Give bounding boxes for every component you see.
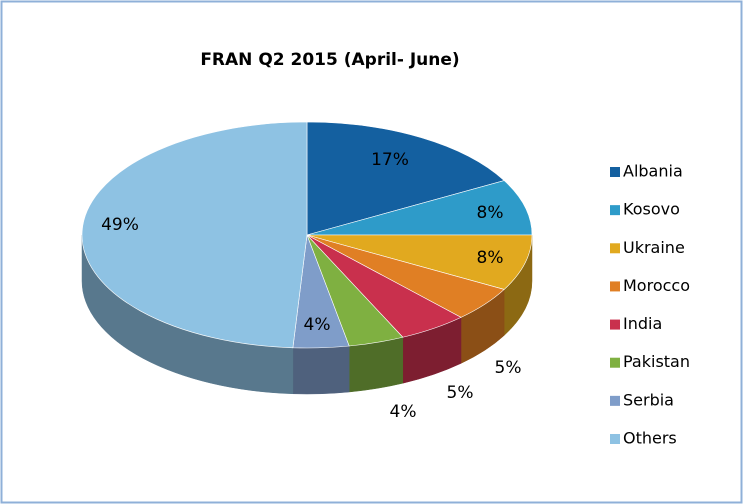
- data-label: 49%: [101, 215, 139, 235]
- legend-swatch: [610, 281, 620, 292]
- slice: [306, 121, 505, 236]
- slice: [81, 121, 308, 349]
- legend-swatch: [610, 243, 620, 254]
- legend-swatch: [610, 167, 620, 177]
- legend-label: Others: [623, 429, 677, 448]
- legend-label: Morocco: [623, 276, 690, 295]
- data-label: 4%: [390, 402, 417, 422]
- slice: [306, 234, 533, 290]
- slice-side: [348, 336, 404, 393]
- legend-label: Serbia: [623, 390, 674, 409]
- legend-label: India: [623, 314, 662, 333]
- slice: [306, 180, 533, 236]
- data-label: 5%: [447, 383, 474, 403]
- data-label: 4%: [304, 315, 331, 335]
- legend-label: Kosovo: [623, 200, 680, 219]
- data-label: 8%: [477, 203, 504, 223]
- legend-label: Ukraine: [623, 238, 685, 257]
- legend-swatch: [610, 319, 620, 330]
- data-label: 5%: [495, 358, 522, 378]
- legend-swatch: [610, 395, 620, 406]
- legend-label: Albania: [623, 162, 683, 181]
- legend-swatch: [610, 434, 620, 444]
- legend-swatch: [610, 357, 620, 368]
- legend-label: Pakistan: [623, 352, 690, 371]
- data-label: 17%: [371, 150, 409, 170]
- chart-title: FRAN Q2 2015 (April- June): [200, 50, 459, 70]
- data-label: 8%: [477, 248, 504, 268]
- legend-swatch: [610, 205, 620, 216]
- slice-side: [292, 345, 350, 395]
